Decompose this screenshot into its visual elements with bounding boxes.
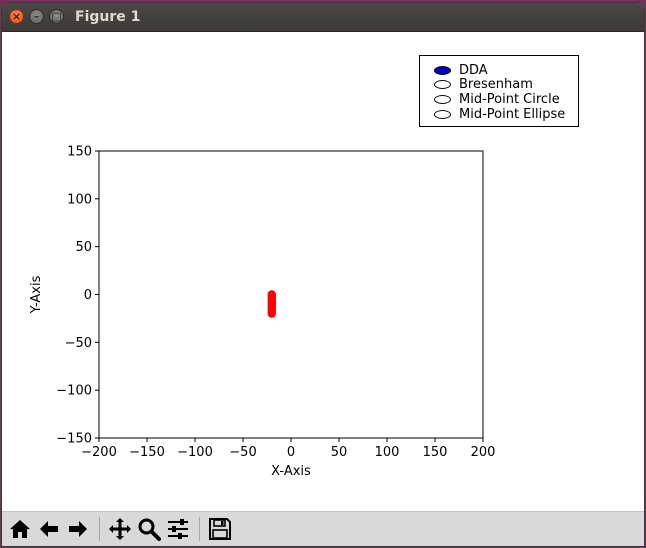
x-tick-label: 0: [287, 445, 295, 460]
close-icon: ×: [11, 10, 22, 23]
title-bar: × – □ Figure 1: [2, 3, 644, 32]
move-icon: [109, 518, 131, 540]
minimize-window-button[interactable]: –: [29, 9, 44, 24]
y-tick-label: 0: [84, 288, 92, 303]
y-tick-label: −100: [56, 384, 92, 399]
radio-label: Bresenham: [459, 77, 533, 92]
home-button[interactable]: [6, 515, 34, 543]
sliders-icon: [168, 519, 188, 539]
close-window-button[interactable]: ×: [9, 9, 24, 24]
magnifier-icon: [138, 518, 161, 541]
radio-option-bresenham[interactable]: Bresenham: [434, 77, 533, 92]
maximize-window-button[interactable]: □: [49, 9, 64, 24]
save-button[interactable]: [206, 515, 234, 543]
pan-button[interactable]: [106, 515, 134, 543]
radio-button-icon[interactable]: [434, 66, 451, 75]
x-tick-label: 50: [331, 445, 348, 460]
x-tick-label: 100: [375, 445, 400, 460]
toolbar-separator: [99, 517, 100, 541]
x-axis-label: X-Axis: [271, 464, 311, 479]
radio-option-midpoint-circle[interactable]: Mid-Point Circle: [434, 92, 560, 107]
x-tick-label: 200: [471, 445, 496, 460]
home-icon: [10, 520, 30, 538]
axes-frame: [98, 150, 484, 439]
figure-window: × – □ Figure 1 −200 −150 −100 −50 0 50 100 150 2…: [2, 3, 644, 546]
arrow-right-icon: [69, 521, 87, 537]
y-axis-label: Y-Axis: [29, 275, 44, 314]
x-tick-label: 150: [423, 445, 448, 460]
window-title: Figure 1: [75, 9, 141, 25]
x-tick-label: −200: [81, 445, 117, 460]
toolbar-separator: [199, 517, 200, 541]
y-tick-label: −150: [56, 432, 92, 447]
configure-subplots-button[interactable]: [164, 515, 192, 543]
y-tick-label: 50: [75, 240, 92, 255]
forward-button[interactable]: [64, 515, 92, 543]
algorithm-radio-group: DDA Bresenham Mid-Point Circle Mid-Point…: [419, 55, 579, 127]
radio-label: Mid-Point Circle: [459, 92, 560, 107]
y-tick-label: −50: [65, 336, 92, 351]
maximize-icon: □: [51, 10, 62, 23]
data-point: [267, 309, 276, 318]
radio-label: DDA: [459, 63, 488, 78]
arrow-left-icon: [40, 521, 58, 537]
radio-button-icon[interactable]: [434, 80, 451, 89]
floppy-icon: [209, 518, 231, 540]
x-tick-label: −100: [177, 445, 213, 460]
radio-button-icon[interactable]: [434, 110, 451, 119]
radio-label: Mid-Point Ellipse: [459, 107, 566, 122]
back-button[interactable]: [35, 515, 63, 543]
radio-button-icon[interactable]: [434, 95, 451, 104]
radio-option-midpoint-ellipse[interactable]: Mid-Point Ellipse: [434, 107, 565, 122]
minimize-icon: –: [33, 10, 40, 23]
x-tick-label: −150: [129, 445, 165, 460]
zoom-button[interactable]: [135, 515, 163, 543]
y-tick-label: 100: [67, 192, 92, 207]
x-tick-label: −50: [229, 445, 256, 460]
navigation-toolbar: [2, 511, 644, 546]
radio-option-dda[interactable]: DDA: [434, 63, 488, 78]
y-tick-label: 150: [67, 145, 92, 160]
plot-area[interactable]: −200 −150 −100 −50 0 50 100 150 200−150−100−5005…: [2, 3, 644, 508]
